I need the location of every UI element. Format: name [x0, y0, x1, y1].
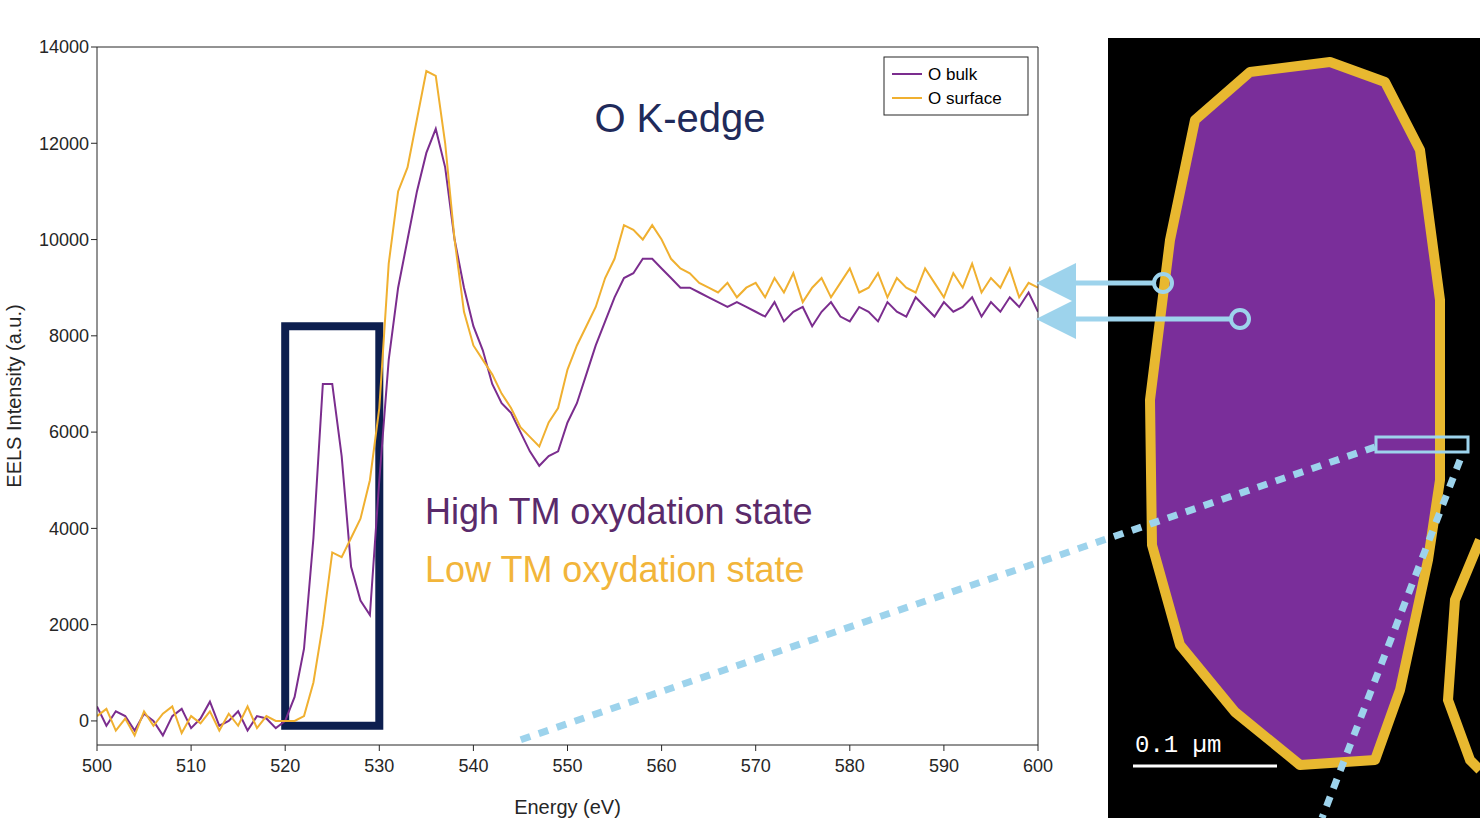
svg-text:O K-edge: O K-edge — [594, 96, 765, 140]
svg-text:O surface: O surface — [928, 89, 1002, 108]
svg-text:570: 570 — [741, 756, 771, 776]
svg-text:0: 0 — [79, 711, 89, 731]
svg-text:550: 550 — [552, 756, 582, 776]
svg-text:540: 540 — [458, 756, 488, 776]
svg-text:500: 500 — [82, 756, 112, 776]
svg-text:14000: 14000 — [39, 37, 89, 57]
svg-text:O bulk: O bulk — [928, 65, 978, 84]
svg-text:4000: 4000 — [49, 519, 89, 539]
svg-text:520: 520 — [270, 756, 300, 776]
svg-text:2000: 2000 — [49, 615, 89, 635]
svg-text:510: 510 — [176, 756, 206, 776]
svg-text:590: 590 — [929, 756, 959, 776]
svg-text:8000: 8000 — [49, 326, 89, 346]
svg-text:580: 580 — [835, 756, 865, 776]
svg-text:High TM oxydation state: High TM oxydation state — [425, 491, 813, 532]
svg-text:10000: 10000 — [39, 230, 89, 250]
svg-text:Low TM oxydation state: Low TM oxydation state — [425, 549, 805, 590]
svg-text:EELS Intensity (a.u.): EELS Intensity (a.u.) — [3, 304, 25, 487]
svg-text:6000: 6000 — [49, 422, 89, 442]
svg-text:Energy (eV): Energy (eV) — [514, 796, 621, 818]
svg-text:600: 600 — [1023, 756, 1053, 776]
svg-text:560: 560 — [647, 756, 677, 776]
svg-text:530: 530 — [364, 756, 394, 776]
svg-text:0.1 µm: 0.1 µm — [1135, 732, 1221, 759]
svg-text:12000: 12000 — [39, 134, 89, 154]
